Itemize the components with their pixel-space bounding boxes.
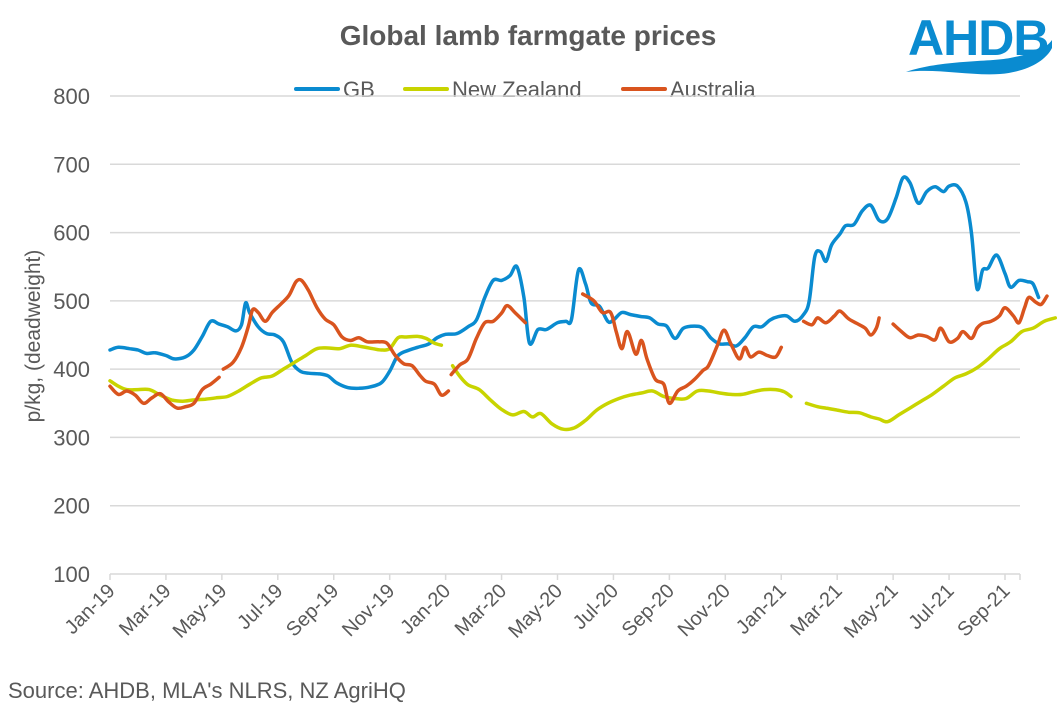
y-tick-label: 200 [53, 494, 90, 519]
x-tick-label: Mar-21 [786, 580, 846, 640]
gridlines [110, 95, 1020, 575]
x-tick-label: Jul-21 [905, 580, 959, 634]
series-new-zealand [108, 316, 1057, 432]
series-australia [108, 277, 1049, 411]
legend-label: GB [343, 77, 375, 102]
series-lines [108, 175, 1057, 432]
x-tick-label: May-21 [840, 580, 903, 643]
ahdb-logo: AHDB [906, 10, 1052, 75]
y-axis-label: p/kg, (deadweight) [22, 250, 45, 423]
y-tick-label: 500 [53, 289, 90, 314]
x-tick-label: Jul-19 [233, 580, 287, 634]
x-tick-label: Jan-19 [61, 580, 120, 639]
x-tick-label: Sep-20 [618, 580, 679, 641]
x-tick-label: Nov-19 [338, 580, 399, 641]
legend-label: Australia [670, 77, 756, 102]
series-line-segment [801, 309, 881, 337]
y-tick-label: 300 [53, 425, 90, 450]
x-tick-label: Mar-20 [451, 580, 511, 640]
y-tick-label: 800 [53, 84, 90, 109]
legend-item: Australia [621, 77, 756, 102]
series-line-segment [580, 292, 784, 406]
y-tick-label: 400 [53, 357, 90, 382]
x-tick-label: Nov-20 [674, 580, 735, 641]
x-tick-label: Mar-19 [115, 580, 175, 640]
x-tick-label: Jan-20 [396, 580, 455, 639]
y-tick-label: 700 [53, 152, 90, 177]
legend: GB New Zealand Australia [294, 77, 756, 102]
x-tick-label: May-20 [504, 580, 567, 643]
y-tick-label: 600 [53, 221, 90, 246]
x-tick-label: Jan-21 [732, 580, 791, 639]
x-tick-label: Sep-21 [953, 580, 1014, 641]
x-tick-label: Jul-20 [569, 580, 623, 634]
series-line-segment [108, 175, 1041, 391]
legend-label: New Zealand [452, 77, 582, 102]
series-line-segment [891, 294, 1049, 344]
legend-item: New Zealand [403, 77, 582, 102]
x-tick-label: Sep-19 [282, 580, 343, 641]
y-tick-label: 100 [53, 562, 90, 587]
chart-title: Global lamb farmgate prices [340, 20, 717, 51]
series-line-segment [449, 303, 528, 377]
series-gb [108, 175, 1041, 391]
x-tick-label: May-19 [169, 580, 232, 643]
logo-wave-icon [906, 40, 1052, 75]
series-line-segment [804, 316, 1057, 424]
series-line-segment [450, 363, 793, 432]
y-axis: 100 200 300 400 500 600 700 800 [53, 84, 90, 587]
series-line-segment [221, 277, 451, 397]
legend-item: GB [294, 77, 375, 102]
source-note: Source: AHDB, MLA's NLRS, NZ AgriHQ [8, 678, 406, 703]
series-line-segment [108, 375, 221, 411]
